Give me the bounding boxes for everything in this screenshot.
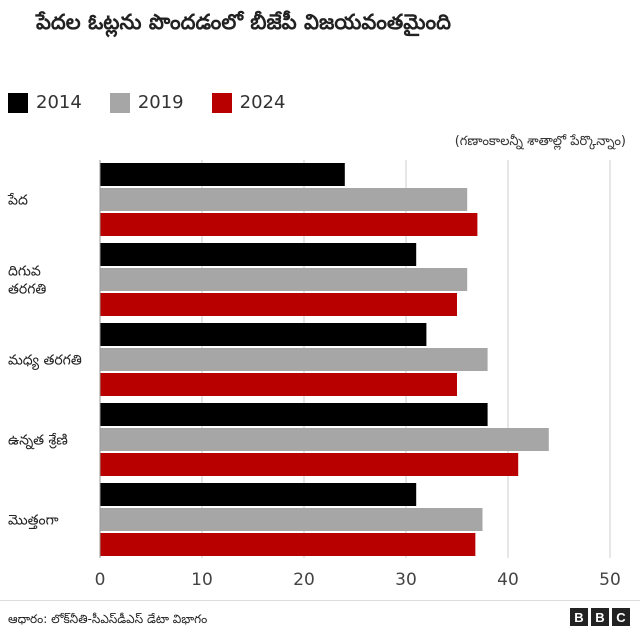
bbc-logo: B B C	[570, 608, 630, 626]
footer-divider	[0, 600, 640, 601]
category-label: మధ్య తరగతి	[8, 353, 82, 371]
x-tick-label: 20	[293, 570, 315, 590]
legend-label-2024: 2024	[239, 92, 286, 113]
bar-2014	[100, 483, 417, 506]
legend-swatch-2024	[211, 92, 232, 113]
bar-2019	[100, 348, 488, 371]
bar-2019	[100, 188, 468, 211]
legend: 2014 2019 2024	[8, 92, 285, 113]
x-tick-label: 30	[395, 570, 417, 590]
category-label: పేద	[7, 193, 28, 209]
legend-swatch-2019	[109, 92, 130, 113]
bar-2024	[100, 293, 457, 316]
x-tick-label: 0	[95, 570, 106, 590]
x-tick-label: 40	[497, 570, 519, 590]
logo-letter: B	[591, 608, 609, 626]
x-tick-label: 50	[599, 570, 621, 590]
legend-item-2014: 2014	[8, 92, 82, 113]
legend-label-2019: 2019	[137, 92, 184, 113]
source-text: ఆధారం: లోక్‌నీతి-సీఎస్‌డీఎస్ డేటా విభాగం	[8, 612, 208, 626]
logo-letter: C	[612, 608, 630, 626]
bar-2014	[100, 243, 417, 266]
bar-2019	[100, 268, 468, 291]
bar-2014	[100, 403, 488, 426]
category-label: దిగువ తరగతి	[8, 264, 46, 298]
units-note: (గణాంకాలన్నీ శాతాల్లో పేర్కొన్నాం)	[454, 134, 626, 149]
bar-2024	[100, 373, 457, 396]
legend-item-2024: 2024	[211, 92, 286, 113]
bar-2024	[100, 453, 519, 476]
bar-chart: 0 10 20 30 40 50 పేద దిగువ తరగతి మధ్య తరగతి ఉన్నత …	[7, 160, 621, 590]
legend-swatch-2014	[8, 92, 28, 113]
bar-2019	[100, 508, 483, 531]
bar-2019	[100, 428, 549, 451]
chart-title: పేదల ఓట్లను పొందడంలో బీజేపీ విజయవంతమైంది	[36, 10, 451, 34]
bar-2024	[100, 533, 476, 556]
bar-2024	[100, 213, 478, 236]
legend-item-2019: 2019	[109, 92, 184, 113]
category-label: మొత్తంగా	[8, 513, 59, 530]
legend-label-2014: 2014	[36, 92, 82, 113]
logo-letter: B	[570, 608, 588, 626]
category-label: ఉన్నత శ్రేణి	[8, 433, 68, 450]
bar-2014	[100, 163, 345, 186]
bar-2014	[100, 323, 427, 346]
x-tick-label: 10	[191, 570, 213, 590]
